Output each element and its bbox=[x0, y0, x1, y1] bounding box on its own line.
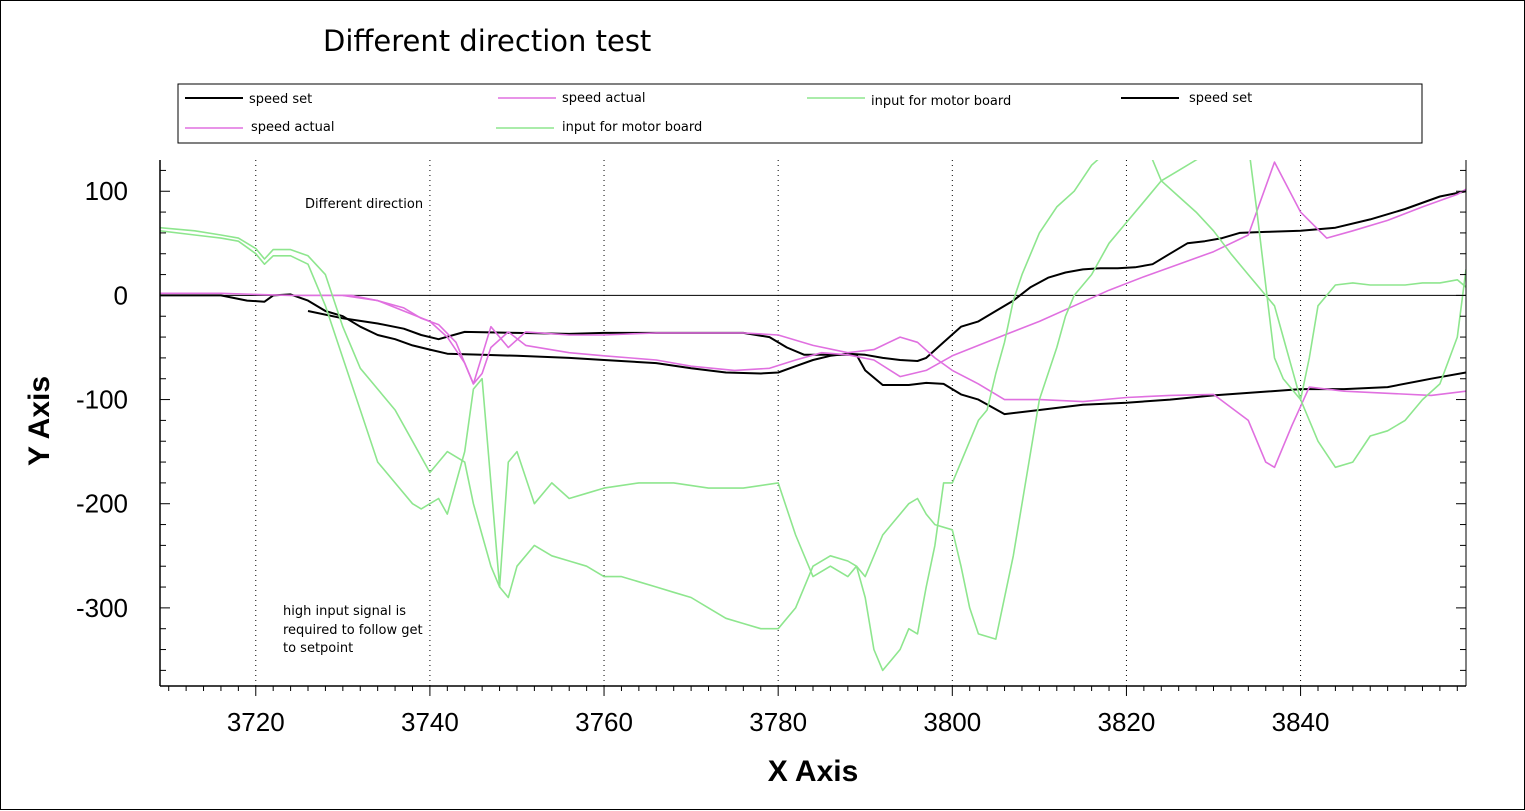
x-axis-ticks: 3720 3740 3760 3780 3800 3820 3840 bbox=[168, 686, 1458, 737]
plot-area bbox=[160, 160, 1466, 686]
legend-label: input for motor board bbox=[871, 94, 1011, 109]
y-axis-ticks: 100 0 -100 -200 -300 bbox=[76, 169, 1466, 671]
annotation-line-3: to setpoint bbox=[283, 641, 353, 656]
series-line-input-for-motor-board-6 bbox=[160, 160, 1466, 640]
series-line-input-for-motor-board-5 bbox=[160, 160, 1466, 672]
annotation-line-1: high input signal is bbox=[283, 604, 406, 619]
series-line-speed-set-2 bbox=[307, 310, 1466, 416]
y-tick-label: 0 bbox=[114, 280, 128, 310]
y-tick-label: 100 bbox=[85, 176, 128, 206]
x-tick-label: 3780 bbox=[749, 707, 807, 737]
legend-label: speed set bbox=[249, 92, 312, 107]
legend-box bbox=[177, 83, 1423, 144]
annotation-different-direction: Different direction bbox=[305, 197, 423, 212]
series-layer bbox=[160, 160, 1466, 672]
series-line-speed-actual-4 bbox=[342, 294, 1466, 469]
x-tick-label: 3740 bbox=[401, 707, 459, 737]
x-tick-label: 3820 bbox=[1098, 707, 1156, 737]
x-tick-label: 3840 bbox=[1272, 707, 1330, 737]
series-line-speed-actual-3 bbox=[160, 161, 1466, 385]
x-tick-label: 3800 bbox=[923, 707, 981, 737]
legend-label: speed actual bbox=[251, 120, 334, 135]
annotation-line-2: required to follow get bbox=[283, 623, 423, 638]
x-tick-label: 3720 bbox=[227, 707, 285, 737]
legend: speed set speed actual input for motor boa… bbox=[185, 91, 1252, 135]
legend-label: speed actual bbox=[562, 91, 645, 106]
x-tick-label: 3760 bbox=[575, 707, 633, 737]
series-line-speed-set-1 bbox=[160, 190, 1466, 375]
y-axis-title: Y Axis bbox=[23, 376, 56, 466]
y-tick-label: -300 bbox=[76, 593, 128, 623]
y-tick-label: -200 bbox=[76, 489, 128, 519]
x-axis-title: X Axis bbox=[768, 755, 859, 788]
legend-label: speed set bbox=[1189, 91, 1252, 106]
chart-title: Different direction test bbox=[323, 24, 651, 58]
legend-label: input for motor board bbox=[562, 120, 702, 135]
y-tick-label: -100 bbox=[76, 385, 128, 415]
